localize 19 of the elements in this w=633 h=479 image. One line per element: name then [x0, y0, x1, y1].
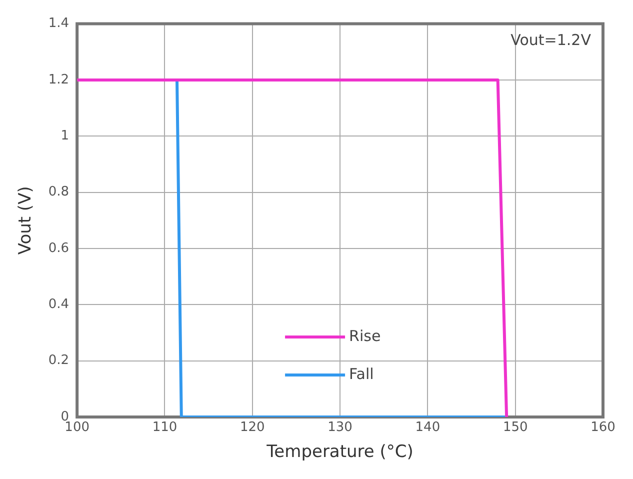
y-tick-label: 1.4 — [48, 16, 70, 32]
x-tick-label: 120 — [240, 420, 265, 436]
y-tick-label: 1 — [60, 128, 70, 144]
legend-label: Fall — [349, 364, 374, 383]
x-axis-title: Temperature (°C) — [266, 442, 414, 462]
y-tick-label: 0.6 — [48, 240, 70, 256]
annotation: Vout=1.2V — [510, 31, 592, 50]
x-tick-label: 130 — [328, 420, 352, 436]
x-tick-label: 160 — [590, 420, 616, 436]
x-tick-label: 100 — [64, 420, 90, 436]
x-tick-label: 110 — [152, 420, 178, 436]
y-axis-title: Vout (V) — [16, 186, 36, 255]
x-tick-label: 150 — [502, 420, 528, 436]
legend-label: Rise — [349, 326, 381, 345]
y-tick-label: 0.2 — [48, 353, 70, 368]
y-tick-label: 1.2 — [48, 72, 70, 88]
x-tick-label: 140 — [415, 420, 440, 436]
y-tick-label: 0.8 — [48, 184, 70, 200]
y-tick-label: 0.4 — [48, 297, 70, 312]
